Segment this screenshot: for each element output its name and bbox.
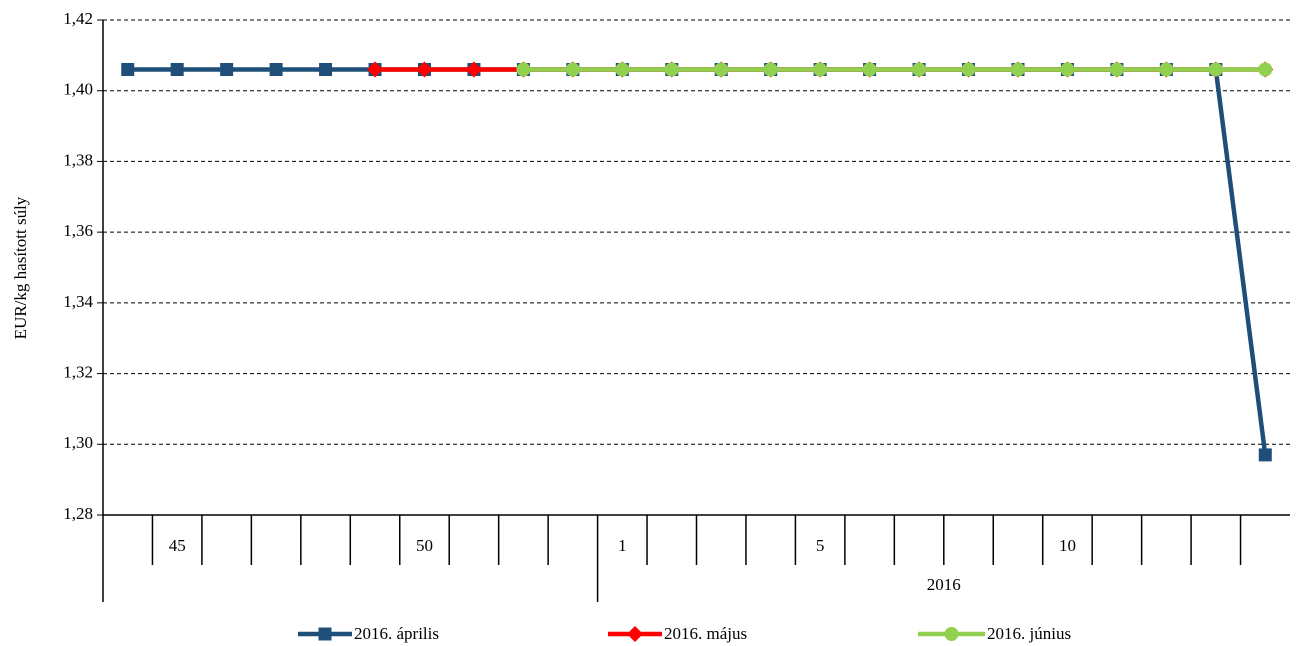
y-tick-label: 1,36 — [63, 221, 93, 240]
data-point — [1258, 62, 1273, 77]
x-tick-label: 50 — [416, 536, 433, 555]
y-tick-label: 1,40 — [63, 80, 93, 99]
data-point — [1159, 62, 1174, 77]
data-point — [170, 63, 184, 76]
data-point — [319, 63, 333, 76]
legend-marker — [318, 627, 332, 641]
data-point — [565, 62, 580, 77]
data-point — [813, 62, 828, 77]
y-tick-label: 1,38 — [63, 150, 93, 169]
series-line — [127, 67, 1268, 456]
y-tick-label: 1,28 — [63, 504, 93, 523]
y-tick-label: 1,34 — [63, 292, 93, 311]
legend-label: 2016. április — [354, 624, 439, 643]
data-point — [1208, 62, 1223, 77]
data-point — [763, 62, 778, 77]
data-point — [220, 63, 234, 76]
x-tick-label: 10 — [1059, 536, 1076, 555]
legend-label: 2016. június — [987, 624, 1071, 643]
data-point — [1060, 62, 1075, 77]
data-point — [367, 61, 384, 78]
x-group-label: 2016 — [927, 575, 961, 594]
data-point — [961, 62, 976, 77]
data-point — [1010, 62, 1025, 77]
legend-label: 2016. május — [664, 624, 747, 643]
y-tick-label: 1,42 — [63, 9, 93, 28]
y-tick-label: 1,32 — [63, 362, 93, 381]
data-point — [516, 62, 531, 77]
legend-marker — [627, 626, 643, 642]
x-tick-label: 45 — [169, 536, 186, 555]
data-point — [416, 61, 433, 78]
x-tick-label: 5 — [816, 536, 825, 555]
data-point — [714, 62, 729, 77]
data-point — [1258, 448, 1272, 462]
legend-marker — [944, 627, 959, 641]
data-point — [664, 62, 679, 77]
data-point — [615, 62, 630, 77]
y-tick-label: 1,30 — [63, 433, 93, 452]
x-tick-label: 1 — [618, 536, 627, 555]
y-axis-label: EUR/kg hasított súly — [11, 196, 30, 339]
data-point — [121, 63, 135, 76]
data-point — [1109, 62, 1124, 77]
data-point — [465, 61, 482, 78]
data-point — [269, 63, 283, 76]
data-point — [862, 62, 877, 77]
data-point — [912, 62, 927, 77]
